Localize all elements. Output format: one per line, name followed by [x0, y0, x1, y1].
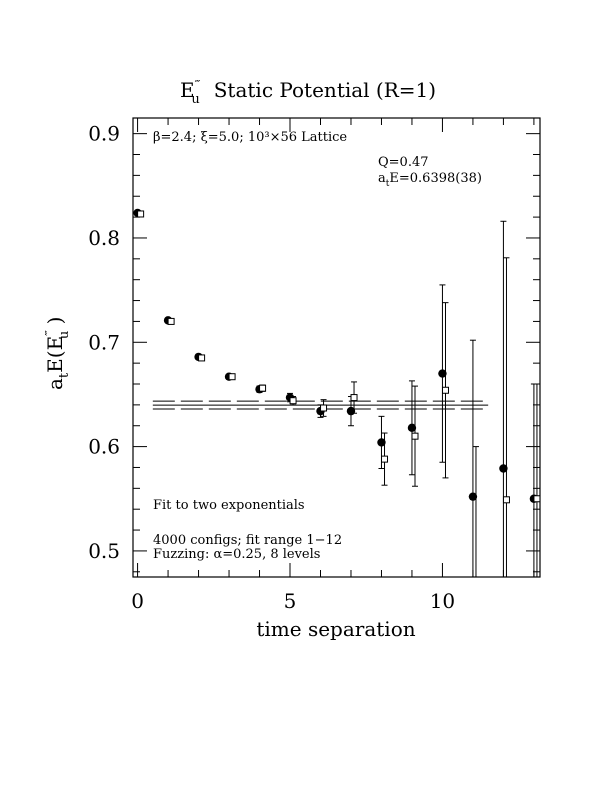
data-point-square: [441, 386, 449, 394]
data-point-square: [198, 354, 206, 362]
data-point-square: [167, 317, 175, 325]
lattice-annotation: β=2.4; ξ=5.0; 10³×56 Lattice: [153, 130, 347, 145]
series-open-squares: [137, 210, 541, 577]
data-point-square: [350, 394, 358, 402]
data-point-square: [533, 495, 541, 503]
data-point-square: [320, 404, 328, 412]
chart-title: E‴ u Static Potential (R=1): [180, 78, 436, 107]
q-annotation: Q=0.47: [378, 155, 429, 170]
x-tick-label: 10: [430, 589, 455, 613]
data-point-square: [259, 384, 267, 392]
data-point-circle: [407, 423, 417, 433]
data-point-square: [502, 496, 510, 504]
configs-annotation: 4000 configs; fit range 1−12: [153, 533, 342, 548]
y-axis-label: atE(E‴u ): [43, 317, 72, 390]
y-tick-label: 0.9: [88, 122, 120, 146]
data-point-circle: [438, 369, 447, 378]
y-tick-label: 0.8: [88, 226, 120, 250]
y-tick-labels: 0.5 0.6 0.7 0.8 0.9: [88, 122, 120, 563]
y-tick-label: 0.5: [88, 539, 120, 563]
series-filled-circles: [133, 208, 539, 577]
data-point-square: [411, 432, 419, 440]
plot-frame: [132, 117, 541, 578]
data-point-square: [228, 373, 236, 381]
x-tick-label: 0: [131, 589, 144, 613]
data-point-circle: [377, 438, 386, 447]
x-axis-label: time separation: [256, 617, 415, 641]
x-tick-label: 5: [284, 589, 297, 613]
energy-annotation: atE=0.6398(38): [378, 171, 482, 189]
x-tick-labels: 0 5 10: [131, 589, 455, 613]
fuzzing-annotation: Fuzzing: α=0.25, 8 levels: [153, 547, 320, 562]
data-point-square: [289, 397, 297, 405]
y-tick-label: 0.6: [88, 435, 120, 459]
data-point-square: [381, 455, 389, 463]
y-tick-label: 0.7: [88, 330, 120, 354]
fit-method-annotation: Fit to two exponentials: [153, 498, 305, 513]
data-point-circle: [468, 492, 478, 501]
data-point-circle: [499, 464, 508, 473]
data-point-square: [137, 210, 145, 218]
